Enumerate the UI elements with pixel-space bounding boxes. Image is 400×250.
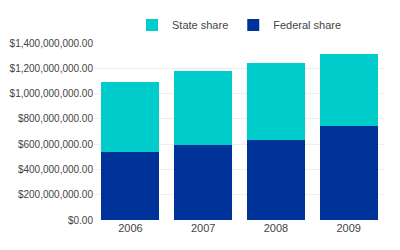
svg-text:$1,000,000,000.00: $1,000,000,000.00 [10,88,94,99]
svg-text:$800,000,000.00: $800,000,000.00 [18,113,94,124]
svg-text:$1,200,000,000.00: $1,200,000,000.00 [10,63,94,74]
svg-text:$400,000,000.00: $400,000,000.00 [18,164,94,175]
svg-text:$0.00: $0.00 [68,215,93,226]
svg-text:Federal share: Federal share [273,19,341,31]
svg-text:$600,000,000.00: $600,000,000.00 [18,139,94,150]
svg-text:$200,000,000.00: $200,000,000.00 [18,189,94,200]
svg-text:2007: 2007 [191,222,215,234]
svg-text:2008: 2008 [264,222,288,234]
svg-text:2009: 2009 [336,222,360,234]
svg-text:State share: State share [172,19,228,31]
svg-text:$1,400,000,000.00: $1,400,000,000.00 [10,38,94,49]
svg-text:2006: 2006 [118,222,142,234]
